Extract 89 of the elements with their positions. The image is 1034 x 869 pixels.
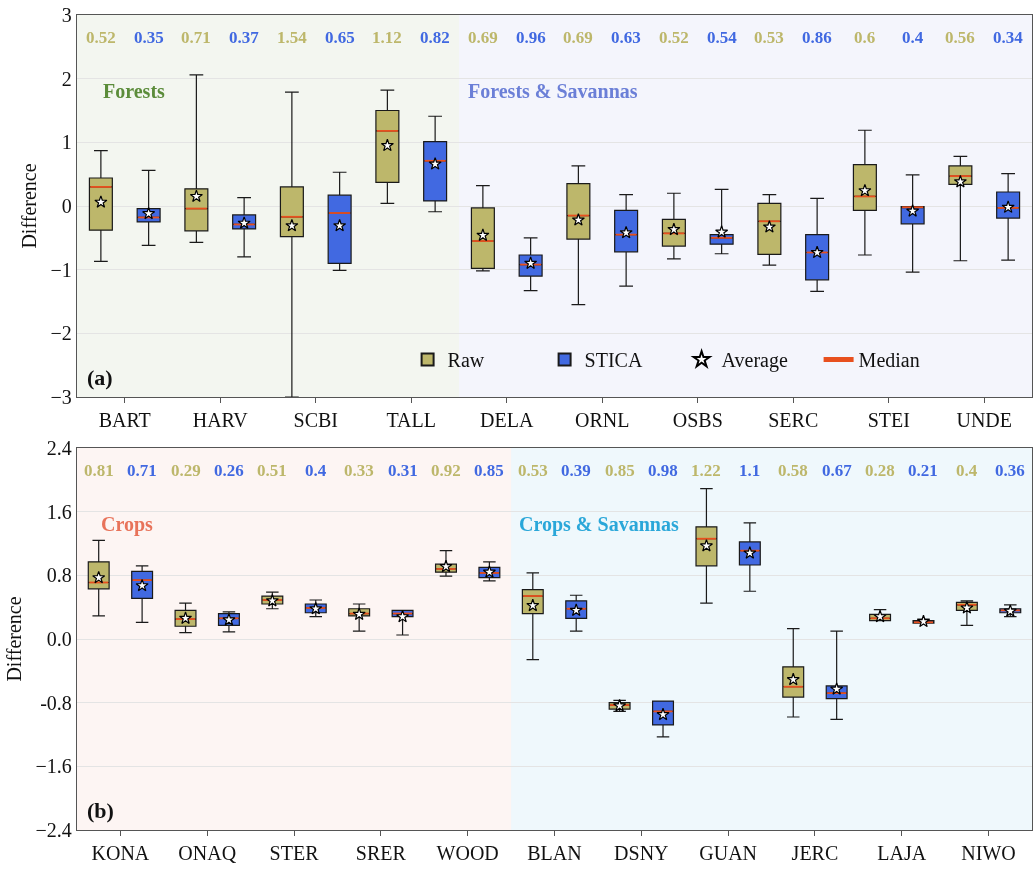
x-tick-label: OSBS xyxy=(672,409,723,432)
x-tick-label: WOOD xyxy=(436,842,499,865)
text: 0.82 xyxy=(420,28,450,47)
annotation: (b) xyxy=(87,798,114,823)
text: 0.29 xyxy=(171,461,201,480)
text: 1.12 xyxy=(372,28,402,47)
legend-label: Median xyxy=(858,349,920,372)
y-tick-label: 2 xyxy=(61,67,72,90)
x-tick-label: JERC xyxy=(791,842,839,865)
text: 0.4 xyxy=(956,461,978,480)
band-label: Crops & Savannas xyxy=(519,513,679,536)
y-tick-label: 0.8 xyxy=(46,564,72,587)
x-tick-label: TALL xyxy=(386,409,436,432)
legend-label: Average xyxy=(721,349,788,373)
y-tick-label: -0.8 xyxy=(40,691,72,714)
text: 0.52 xyxy=(659,28,689,47)
text: 0.98 xyxy=(648,461,678,480)
text: 0.67 xyxy=(822,461,852,480)
text: 1.54 xyxy=(277,28,307,47)
x-tick-label: BLAN xyxy=(527,842,582,865)
y-tick-label: −1 xyxy=(50,258,72,281)
y-tick-label: −3 xyxy=(50,386,72,408)
text: 0.51 xyxy=(257,461,287,480)
text: 0.34 xyxy=(993,28,1023,47)
text: 0.71 xyxy=(127,461,157,480)
text: 0.26 xyxy=(214,461,244,480)
text: 0.53 xyxy=(518,461,548,480)
legend-label: Raw xyxy=(447,349,485,372)
text: 0.35 xyxy=(134,28,164,47)
y-tick-label: 0.0 xyxy=(46,628,72,650)
x-tick-label: GUAN xyxy=(699,842,758,865)
y-tick-label: 3 xyxy=(61,4,72,26)
x-tick-label: STER xyxy=(269,842,320,865)
y-tick-label: 0 xyxy=(61,195,72,217)
band-label: Forests xyxy=(103,80,166,102)
x-tick-label: BART xyxy=(98,409,151,432)
text: 0.96 xyxy=(516,28,546,47)
x-tick-label: DELA xyxy=(480,409,534,432)
x-tick-label: UNDE xyxy=(956,409,1013,432)
text: 0.85 xyxy=(474,461,504,480)
y-tick-label: −1.6 xyxy=(35,755,72,778)
x-tick-label: KONA xyxy=(91,842,150,865)
text: 0.63 xyxy=(611,28,641,47)
annotation: (a) xyxy=(87,365,113,390)
legend-label: STICA xyxy=(584,349,643,372)
text: 0.65 xyxy=(325,28,355,47)
text: 0.53 xyxy=(754,28,784,47)
text: 1.1 xyxy=(739,461,761,480)
text: 0.71 xyxy=(181,28,211,47)
x-tick-label: DSNY xyxy=(614,842,669,865)
text: 0.31 xyxy=(388,461,418,480)
text: 0.69 xyxy=(563,28,593,47)
text: 0.36 xyxy=(995,461,1025,480)
y-tick-label: 1.6 xyxy=(46,500,72,523)
text: 0.33 xyxy=(344,461,374,480)
x-tick-label: HARV xyxy=(192,409,249,432)
text: 0.52 xyxy=(86,28,116,47)
text: 0.86 xyxy=(802,28,832,47)
y-tick-label: 1 xyxy=(61,131,72,154)
text: 0.28 xyxy=(865,461,895,480)
y-tick-label: 2.4 xyxy=(46,437,72,459)
x-tick-label: SCBI xyxy=(293,409,338,432)
text: 0.56 xyxy=(945,28,975,47)
x-tick-label: SRER xyxy=(355,842,407,865)
text: 0.37 xyxy=(229,28,259,47)
text: 0.58 xyxy=(778,461,808,480)
text: 1.22 xyxy=(691,461,721,480)
x-tick-label: STEI xyxy=(867,409,910,432)
text: 0.4 xyxy=(305,461,327,480)
y-tick-label: −2.4 xyxy=(35,819,72,841)
text: 0.39 xyxy=(561,461,591,480)
x-tick-label: SERC xyxy=(768,409,819,432)
text: 0.81 xyxy=(84,461,114,480)
x-tick-label: LAJA xyxy=(877,842,927,865)
band-label: Crops xyxy=(101,513,154,536)
y-axis-title: Difference xyxy=(3,596,26,682)
text: 0.85 xyxy=(605,461,635,480)
text: 0.21 xyxy=(908,461,938,480)
text: 0.54 xyxy=(707,28,737,47)
y-tick-label: −2 xyxy=(50,322,72,345)
x-tick-label: ORNL xyxy=(575,409,630,432)
text: 0.92 xyxy=(431,461,461,480)
y-axis-title: Difference xyxy=(18,163,41,249)
text: 0.69 xyxy=(468,28,498,47)
x-tick-label: ONAQ xyxy=(178,842,237,865)
text: 0.6 xyxy=(854,28,876,47)
x-tick-label: NIWO xyxy=(961,842,1016,865)
band-label: Forests & Savannas xyxy=(468,80,638,102)
text: 0.4 xyxy=(902,28,924,47)
